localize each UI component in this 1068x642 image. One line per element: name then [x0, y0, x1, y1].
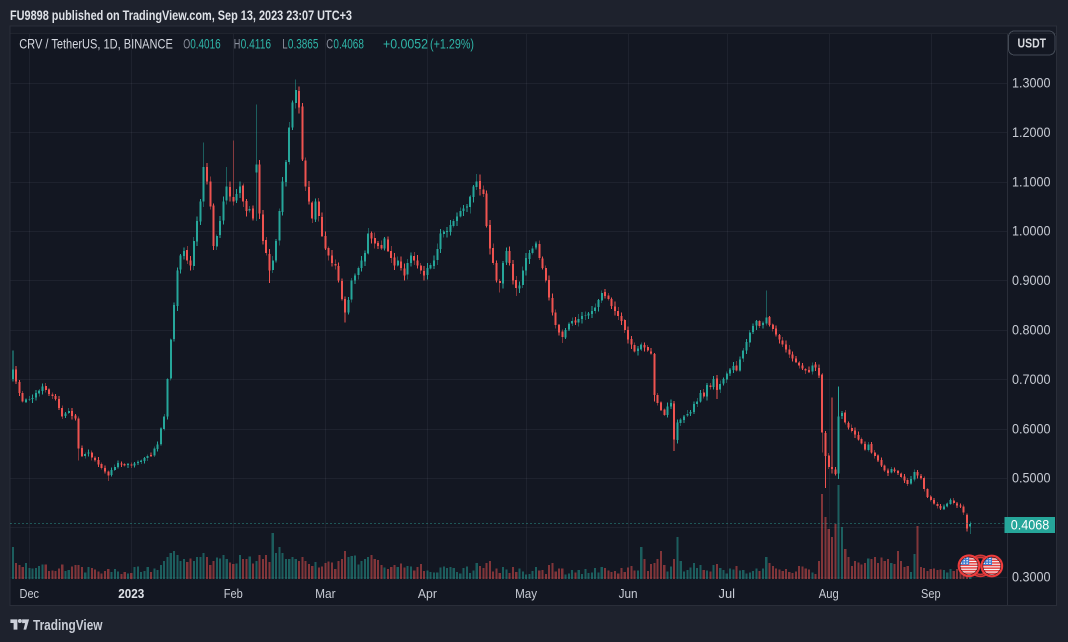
svg-text:FU9898 published on TradingVie: FU9898 published on TradingView.com, Sep… [10, 7, 352, 23]
svg-text:USDT: USDT [1018, 37, 1047, 51]
svg-text:Jun: Jun [619, 586, 638, 601]
svg-text:0.7000: 0.7000 [1012, 372, 1051, 387]
svg-text:H: H [234, 36, 241, 51]
svg-text:(+1.29%): (+1.29%) [430, 36, 474, 51]
svg-text:Dec: Dec [20, 586, 40, 601]
svg-text:+0.0052: +0.0052 [383, 36, 428, 51]
svg-text:0.4068: 0.4068 [333, 36, 364, 51]
svg-text:0.4068: 0.4068 [1011, 518, 1050, 533]
svg-text:Aug: Aug [819, 586, 839, 601]
svg-text:C: C [326, 36, 333, 51]
svg-text:CRV / TetherUS, 1D, BINANCE: CRV / TetherUS, 1D, BINANCE [19, 36, 173, 51]
svg-text:O: O [183, 36, 190, 51]
svg-text:May: May [515, 586, 537, 601]
svg-text:TradingView: TradingView [33, 617, 103, 634]
svg-text:Feb: Feb [224, 586, 243, 601]
svg-text:0.9000: 0.9000 [1012, 273, 1051, 288]
svg-text:0.4116: 0.4116 [241, 36, 272, 51]
svg-text:2023: 2023 [118, 586, 144, 601]
svg-text:0.5000: 0.5000 [1012, 471, 1051, 486]
svg-text:0.8000: 0.8000 [1012, 323, 1051, 338]
svg-text:1.1000: 1.1000 [1012, 174, 1051, 189]
svg-text:Sep: Sep [921, 586, 941, 601]
svg-text:1.0000: 1.0000 [1012, 224, 1051, 239]
svg-text:0.6000: 0.6000 [1012, 421, 1051, 436]
svg-text:L: L [282, 36, 288, 51]
svg-text:0.4016: 0.4016 [190, 36, 221, 51]
svg-text:0.3865: 0.3865 [288, 36, 319, 51]
svg-text:Apr: Apr [418, 586, 438, 601]
svg-text:Jul: Jul [719, 586, 736, 601]
svg-text:1.3000: 1.3000 [1012, 76, 1051, 91]
svg-text:0.3000: 0.3000 [1012, 570, 1051, 585]
svg-text:Mar: Mar [315, 586, 336, 601]
svg-text:1.2000: 1.2000 [1012, 125, 1051, 140]
